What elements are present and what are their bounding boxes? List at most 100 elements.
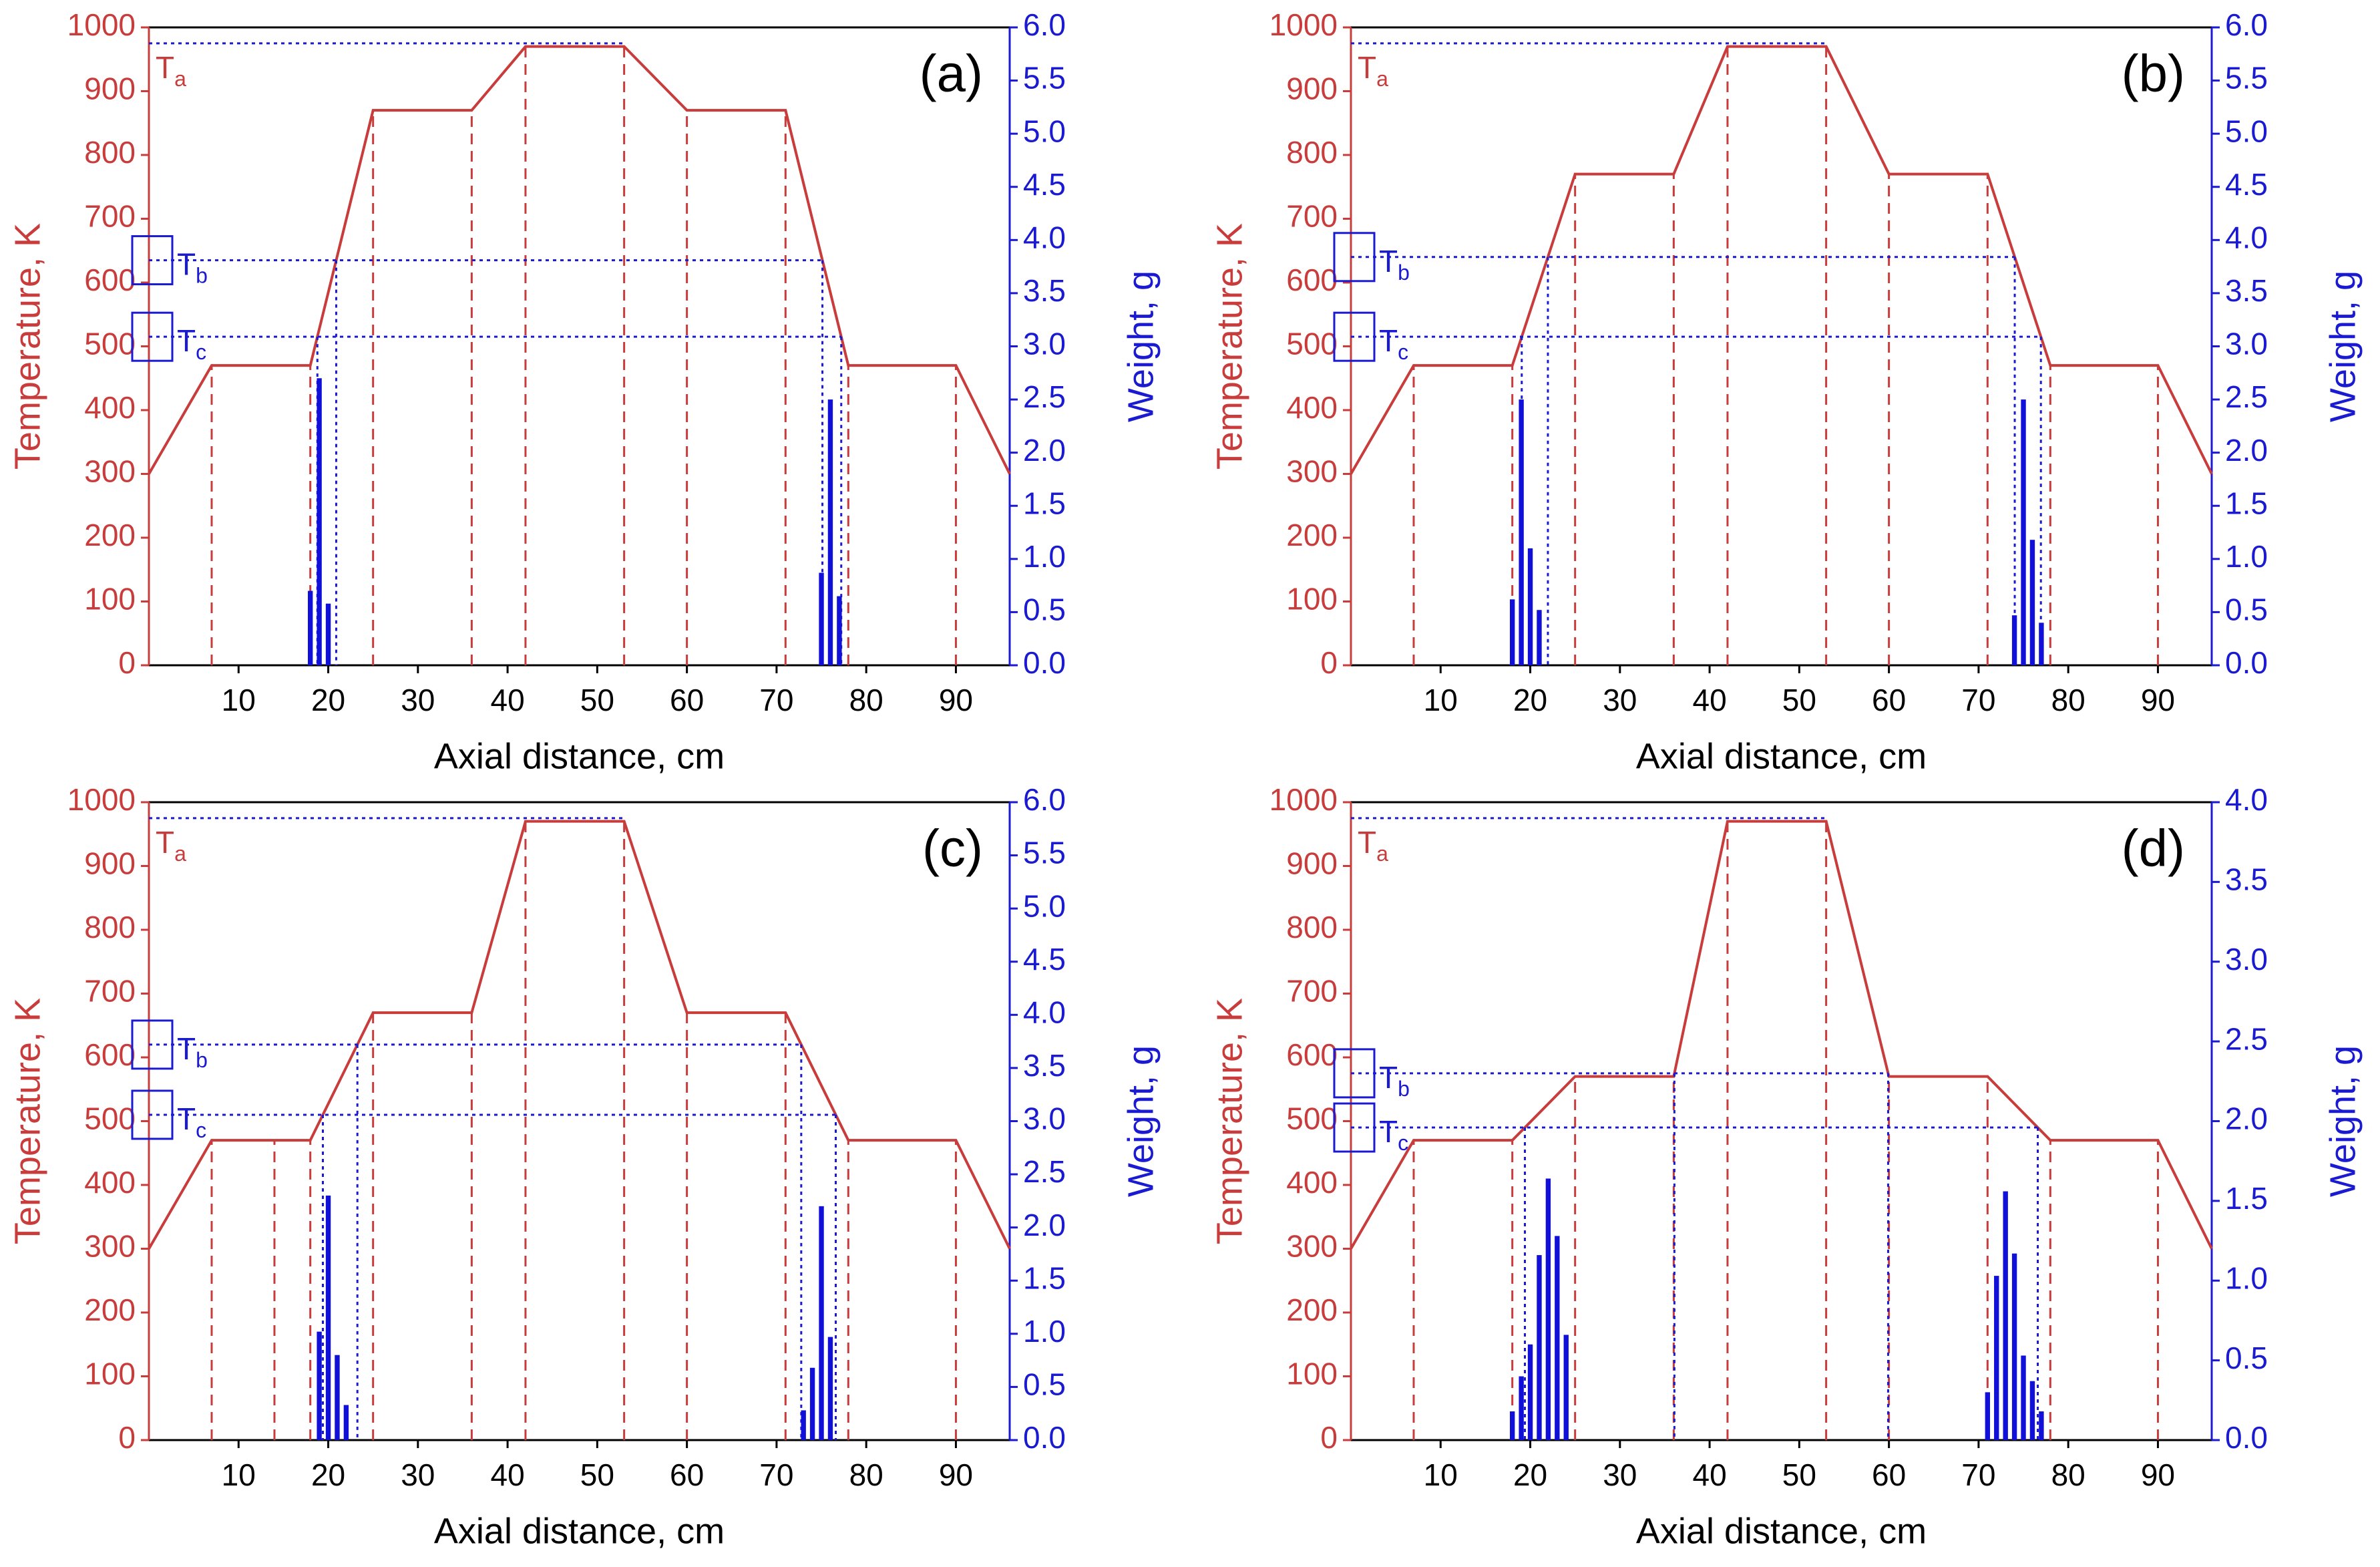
y-tick-label: 100 [1286, 1357, 1338, 1391]
y2-tick-label: 3.5 [1023, 1048, 1066, 1083]
weight-bar [317, 1331, 322, 1440]
reference-label: Tb [1379, 244, 1410, 285]
weight-bar [809, 1367, 815, 1440]
reference-box [1333, 1102, 1376, 1153]
y-axis-label: Temperature, K [7, 998, 47, 1244]
x-tick-label: 40 [490, 683, 524, 717]
y-axis-label: Temperature, K [1209, 998, 1249, 1244]
y2-tick-label: 0.5 [2225, 592, 2268, 627]
y-tick-label: 500 [1286, 1101, 1338, 1136]
y-tick-label: 200 [1286, 1292, 1338, 1327]
y2-tick-label: 4.0 [1023, 995, 1066, 1029]
weight-bar [1563, 1335, 1569, 1440]
y-tick-label: 800 [1286, 910, 1338, 944]
y2-tick-label: 2.5 [1023, 1154, 1066, 1189]
y2-tick-label: 1.5 [2225, 1181, 2268, 1216]
x-tick-label: 10 [222, 1457, 256, 1492]
y2-tick-label: 1.0 [1023, 1314, 1066, 1349]
weight-bar [1985, 1392, 1991, 1440]
reference-label-sub: b [1398, 260, 1410, 285]
x-tick-label: 80 [849, 1457, 883, 1492]
x-tick-label: 30 [401, 1457, 435, 1492]
x-tick-label: 10 [1424, 683, 1458, 717]
reference-label-sub: c [1398, 1131, 1408, 1156]
reference-label-sub: c [196, 341, 206, 365]
y-tick-label: 400 [1286, 390, 1338, 425]
y2-tick-label: 3.5 [1023, 273, 1066, 308]
y2-tick-label: 0.0 [2225, 1420, 2268, 1455]
panel-label: (a) [920, 44, 983, 103]
panel-label: (b) [2122, 44, 2185, 103]
y2-tick-label: 2.5 [2225, 379, 2268, 414]
reference-label-sub: a [174, 67, 186, 91]
weight-bar [1555, 1236, 1560, 1440]
reference-label: Tc [177, 323, 206, 364]
x-tick-label: 70 [759, 1457, 793, 1492]
x-tick-label: 90 [939, 683, 973, 717]
x-tick-label: 80 [2051, 1457, 2086, 1492]
x-tick-label: 60 [1872, 1457, 1906, 1492]
x-tick-label: 50 [1782, 1457, 1816, 1492]
reference-box [1333, 232, 1376, 283]
x-axis-label: Axial distance, cm [434, 736, 725, 776]
y2-tick-label: 4.5 [1023, 167, 1066, 202]
weight-bar [343, 1405, 349, 1440]
y-tick-label: 0 [1320, 1420, 1338, 1455]
y-tick-label: 200 [1286, 518, 1338, 552]
y2-tick-label: 2.0 [2225, 1101, 2268, 1136]
reference-box [131, 1019, 174, 1070]
y-tick-label: 300 [1286, 454, 1338, 489]
x-tick-label: 60 [670, 1457, 704, 1492]
y2-tick-label: 4.5 [2225, 167, 2268, 202]
y2-tick-label: 4.0 [1023, 220, 1066, 254]
x-tick-label: 20 [1513, 683, 1547, 717]
x-tick-label: 20 [311, 683, 345, 717]
weight-bar [819, 572, 824, 665]
y-tick-label: 700 [1286, 199, 1338, 234]
y-tick-label: 0 [118, 1420, 136, 1455]
reference-label-main: T [177, 323, 196, 358]
x-tick-label: 40 [1692, 1457, 1726, 1492]
weight-bar [307, 590, 313, 665]
reference-label-main: T [1379, 244, 1398, 279]
weight-bar [2029, 1381, 2035, 1440]
reference-label-sub: a [1376, 67, 1388, 91]
weight-bar [1519, 399, 1524, 665]
weight-bar [2029, 540, 2035, 665]
y2-axis-label: Weight, g [2323, 271, 2363, 422]
reference-label-sub: c [1398, 341, 1408, 365]
y2-tick-label: 3.0 [2225, 942, 2268, 977]
weight-bar [325, 603, 331, 665]
y-axis-label: Temperature, K [7, 223, 47, 470]
reference-box [1333, 311, 1376, 362]
x-tick-label: 40 [1692, 683, 1726, 717]
y2-tick-label: 5.0 [1023, 888, 1066, 923]
y-tick-label: 1000 [67, 7, 136, 42]
weight-bar [1527, 548, 1533, 665]
y2-tick-label: 1.5 [1023, 486, 1066, 520]
reference-label-main: T [177, 1101, 196, 1136]
y2-tick-label: 6.0 [2225, 7, 2268, 42]
reference-label: Tc [1379, 1114, 1408, 1155]
y2-tick-label: 0.0 [1023, 1420, 1066, 1455]
weight-bar [2021, 1355, 2026, 1440]
y2-axis-label: Weight, g [2323, 1045, 2363, 1197]
y2-tick-label: 1.5 [2225, 486, 2268, 520]
reference-label-main: T [1358, 50, 1376, 85]
y2-tick-label: 3.0 [2225, 327, 2268, 361]
y2-tick-label: 3.0 [1023, 327, 1066, 361]
y2-tick-label: 4.0 [2225, 220, 2268, 254]
x-tick-label: 50 [1782, 683, 1816, 717]
y-tick-label: 200 [84, 518, 136, 552]
y-tick-label: 1000 [1269, 7, 1338, 42]
y2-tick-label: 4.0 [2225, 782, 2268, 817]
y-axis-label: Temperature, K [1209, 223, 1249, 470]
reference-label: Tb [177, 1031, 208, 1072]
reference-label-main: T [1379, 1114, 1398, 1149]
y-tick-label: 0 [1320, 645, 1338, 680]
y-tick-label: 800 [84, 135, 136, 170]
weight-bar [2003, 1191, 2008, 1440]
y-tick-label: 600 [84, 1037, 136, 1072]
reference-label: Ta [1358, 50, 1388, 91]
temperature-line [148, 45, 1011, 475]
